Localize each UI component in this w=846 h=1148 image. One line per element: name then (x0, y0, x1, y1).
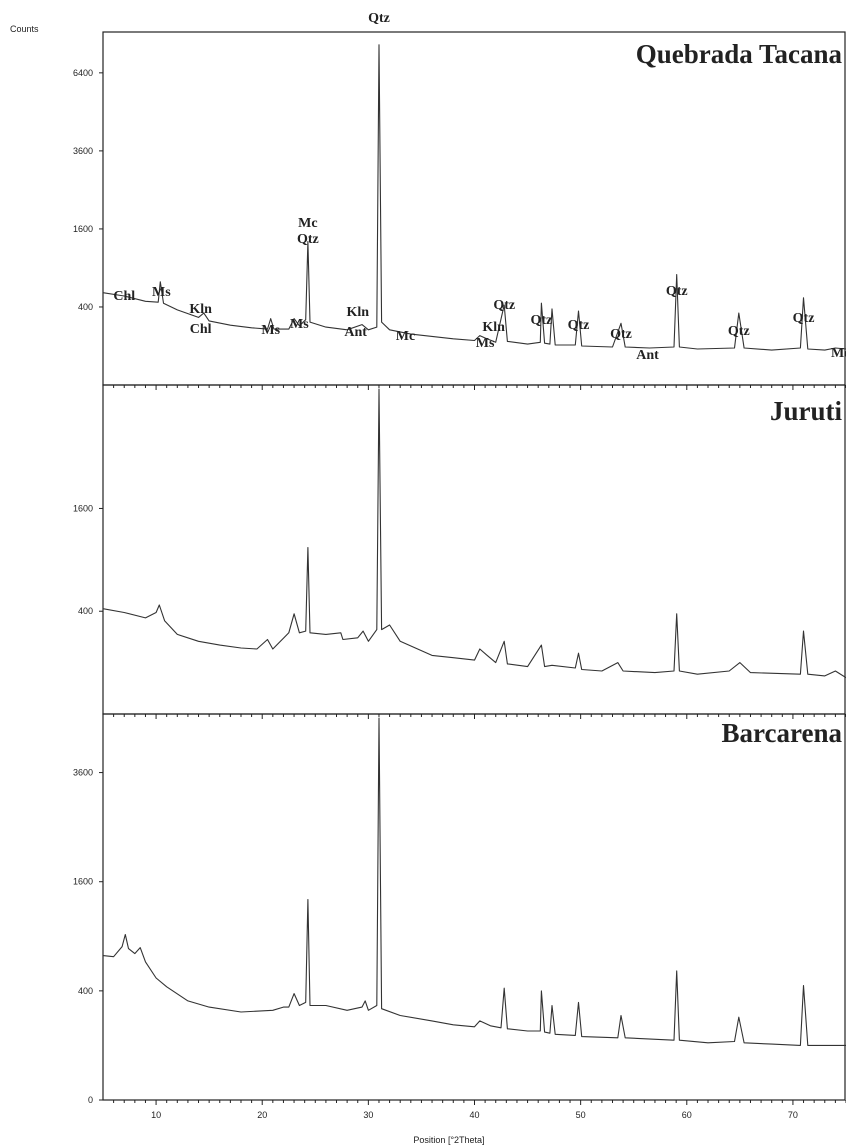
peak-label: Chl (113, 289, 135, 304)
y-axis-title: Counts (10, 24, 39, 34)
xrd-trace (102, 388, 846, 679)
peak-label: Qtz (493, 298, 515, 313)
x-tick-label: 50 (576, 1110, 586, 1120)
peak-label: Qtz (666, 284, 688, 299)
x-tick-label: 60 (682, 1110, 692, 1120)
peak-label: Kln (482, 320, 505, 335)
peak-label: Qtz (297, 232, 319, 247)
y-tick-label: 400 (78, 606, 93, 616)
peak-label: Mc (396, 329, 415, 344)
peak-label: Ms (290, 317, 309, 332)
peak-label: Qtz (610, 327, 632, 342)
xrd-trace (102, 717, 846, 1046)
x-tick-label: 70 (788, 1110, 798, 1120)
y-tick-label: 400 (78, 986, 93, 996)
peak-label: Chl (190, 322, 212, 337)
peak-label: Ms (476, 336, 495, 351)
peak-label: Mc (298, 216, 317, 231)
x-axis-title: Position [°2Theta] (413, 1135, 484, 1145)
y-tick-label: 6400 (73, 68, 93, 78)
peak-label: Qtz (368, 11, 390, 26)
peak-label: Ant (636, 348, 659, 363)
peak-label: Kln (346, 305, 369, 320)
panel-2: 0 400 1600 3600 Barcarena (73, 713, 846, 1105)
y-tick-label: 3600 (73, 146, 93, 156)
peak-label: Qtz (728, 324, 750, 339)
peak-label: Mc (831, 346, 846, 361)
xrd-trace (102, 44, 846, 351)
panel-frame (102, 384, 846, 715)
peak-label: Qtz (793, 311, 815, 326)
y-tick-label: 3600 (73, 768, 93, 778)
y-tick-label: 0 (88, 1095, 93, 1105)
peak-label: Ms (152, 285, 171, 300)
x-tick-label: 20 (257, 1110, 267, 1120)
y-tick-label: 1600 (73, 224, 93, 234)
panel-1: 400 1600 Juruti (73, 384, 846, 719)
x-tick-label: 30 (363, 1110, 373, 1120)
y-tick-label: 1600 (73, 503, 93, 513)
peak-label: Ms (261, 323, 280, 338)
panel-title: Barcarena (722, 718, 843, 748)
peak-label: Kln (189, 302, 212, 317)
peak-label: Qtz (530, 313, 552, 328)
y-tick-label: 1600 (73, 877, 93, 887)
panel-title: Quebrada Tacana (636, 39, 843, 69)
peak-label: Ant (344, 325, 367, 340)
x-tick-label: 40 (469, 1110, 479, 1120)
y-tick-label: 400 (78, 302, 93, 312)
x-tick-label: 10 (151, 1110, 161, 1120)
panel-frame (102, 713, 846, 1101)
panel-title: Juruti (770, 396, 843, 426)
peak-label: Qtz (568, 318, 590, 333)
